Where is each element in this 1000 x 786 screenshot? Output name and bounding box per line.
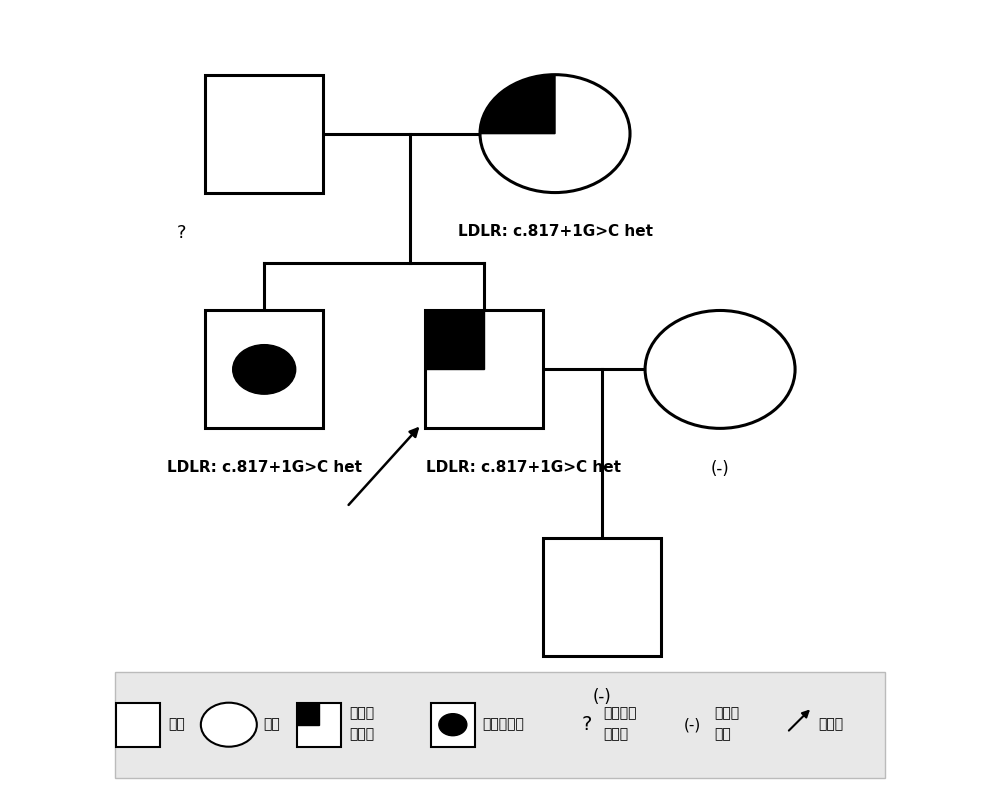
Ellipse shape xyxy=(645,310,795,428)
Text: 基因型表: 基因型表 xyxy=(604,707,637,721)
Polygon shape xyxy=(205,310,323,428)
Polygon shape xyxy=(425,310,543,428)
Text: 高脂血: 高脂血 xyxy=(349,707,374,721)
Text: (-): (-) xyxy=(684,717,701,733)
Ellipse shape xyxy=(439,714,467,736)
Ellipse shape xyxy=(480,75,630,193)
Text: 症患者: 症患者 xyxy=(349,727,374,741)
Text: LDLR: c.817+1G>C het: LDLR: c.817+1G>C het xyxy=(458,224,653,239)
FancyBboxPatch shape xyxy=(115,672,885,778)
Text: 基因型: 基因型 xyxy=(715,707,740,721)
Text: (-): (-) xyxy=(711,460,729,478)
Polygon shape xyxy=(297,703,341,747)
Text: 型未知: 型未知 xyxy=(604,727,629,741)
Polygon shape xyxy=(205,75,323,193)
Polygon shape xyxy=(543,538,661,656)
Text: ?: ? xyxy=(177,224,186,242)
Ellipse shape xyxy=(233,344,296,394)
Text: 先证者: 先证者 xyxy=(818,718,843,732)
Text: 男性: 男性 xyxy=(168,718,185,732)
Text: LDLR: c.817+1G>C het: LDLR: c.817+1G>C het xyxy=(167,460,362,475)
Ellipse shape xyxy=(201,703,257,747)
Text: ?: ? xyxy=(581,715,592,734)
Text: 女性: 女性 xyxy=(263,718,280,732)
Text: LDLR: c.817+1G>C het: LDLR: c.817+1G>C het xyxy=(426,460,621,475)
Text: (-): (-) xyxy=(593,688,612,706)
Polygon shape xyxy=(425,310,484,369)
Polygon shape xyxy=(116,703,160,747)
Polygon shape xyxy=(431,703,475,747)
Polygon shape xyxy=(297,703,319,725)
Polygon shape xyxy=(480,75,555,134)
Text: 阴性: 阴性 xyxy=(715,727,731,741)
Text: 变异携带者: 变异携带者 xyxy=(483,718,525,732)
